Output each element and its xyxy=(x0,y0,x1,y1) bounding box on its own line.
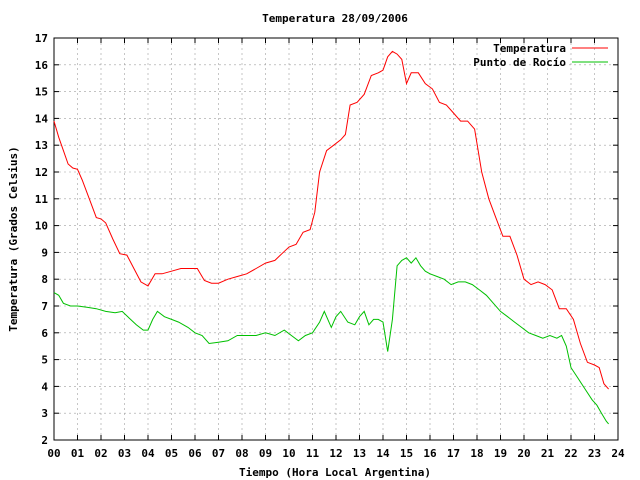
y-tick-label: 17 xyxy=(35,32,48,45)
x-tick-label: 21 xyxy=(541,447,555,460)
x-tick-label: 10 xyxy=(282,447,295,460)
y-tick-label: 14 xyxy=(35,112,49,125)
axis-ticks: 00 01 02 03 04 05 06 07 08 09 10 11 12 13 14 15 16 17 18 19… xyxy=(35,32,625,460)
x-tick-label: 04 xyxy=(141,447,155,460)
series-line-1 xyxy=(53,50,609,390)
x-tick-label: 20 xyxy=(517,447,530,460)
y-tick-label: 10 xyxy=(35,220,48,233)
x-tick-label: 23 xyxy=(588,447,601,460)
x-tick-label: 06 xyxy=(188,447,202,460)
x-tick-label: 22 xyxy=(564,447,577,460)
x-tick-label: 08 xyxy=(235,447,248,460)
x-tick-label: 24 xyxy=(611,447,625,460)
y-tick-label: 3 xyxy=(41,407,48,420)
legend-label: Punto de Rocío xyxy=(473,56,566,69)
y-tick-label: 15 xyxy=(35,86,48,99)
y-tick-label: 16 xyxy=(35,59,49,72)
series-line-2 xyxy=(53,256,609,425)
y-tick-label: 9 xyxy=(41,246,48,259)
x-tick-label: 17 xyxy=(447,447,460,460)
y-tick-label: 13 xyxy=(35,139,48,152)
x-tick-label: 12 xyxy=(329,447,342,460)
x-tick-label: 01 xyxy=(71,447,85,460)
legend-label: Temperatura xyxy=(493,42,566,55)
y-tick-label: 4 xyxy=(41,380,48,393)
x-tick-label: 11 xyxy=(306,447,320,460)
x-tick-label: 15 xyxy=(400,447,413,460)
y-tick-label: 7 xyxy=(41,300,48,313)
y-tick-label: 8 xyxy=(41,273,48,286)
x-tick-label: 02 xyxy=(94,447,107,460)
x-tick-label: 07 xyxy=(212,447,225,460)
y-tick-label: 2 xyxy=(41,434,48,447)
x-tick-label: 00 xyxy=(47,447,60,460)
x-tick-label: 05 xyxy=(165,447,178,460)
y-tick-label: 5 xyxy=(41,354,48,367)
x-tick-label: 14 xyxy=(376,447,390,460)
y-tick-label: 6 xyxy=(41,327,48,340)
series-layer xyxy=(53,50,609,425)
x-tick-label: 19 xyxy=(494,447,507,460)
y-tick-label: 11 xyxy=(35,193,49,206)
x-tick-label: 18 xyxy=(470,447,483,460)
x-tick-label: 03 xyxy=(118,447,131,460)
x-tick-label: 09 xyxy=(259,447,272,460)
y-tick-label: 12 xyxy=(35,166,48,179)
x-tick-label: 16 xyxy=(423,447,437,460)
chart-title: Temperatura 28/09/2006 xyxy=(262,12,408,25)
x-tick-label: 13 xyxy=(353,447,366,460)
grid xyxy=(54,38,618,440)
y-axis-label: Temperatura (Grados Celsius) xyxy=(7,146,20,331)
x-axis-label: Tiempo (Hora Local Argentina) xyxy=(239,466,431,479)
